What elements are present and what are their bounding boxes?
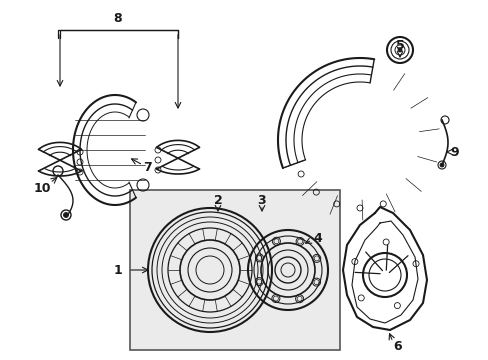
Bar	[130, 190, 339, 350]
Circle shape	[397, 48, 401, 52]
Text: 1: 1	[113, 264, 122, 276]
Text: 9: 9	[450, 145, 458, 158]
Text: 3: 3	[257, 194, 266, 207]
Text: 10: 10	[33, 181, 51, 194]
Circle shape	[63, 212, 68, 217]
Text: 5: 5	[395, 39, 404, 51]
Text: 2: 2	[213, 194, 222, 207]
Text: 4: 4	[313, 231, 322, 244]
Text: 7: 7	[143, 161, 152, 174]
Text: 6: 6	[393, 341, 402, 354]
Circle shape	[439, 163, 443, 167]
Text: 8: 8	[113, 12, 122, 25]
